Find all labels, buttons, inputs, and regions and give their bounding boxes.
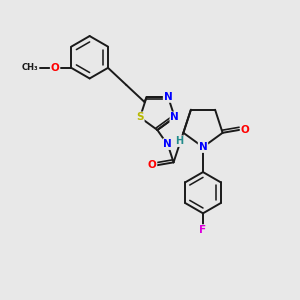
- Text: F: F: [200, 225, 207, 235]
- Text: N: N: [164, 92, 172, 102]
- Text: N: N: [199, 142, 207, 152]
- Text: N: N: [170, 112, 179, 122]
- Text: S: S: [136, 112, 144, 122]
- Text: H: H: [175, 136, 183, 146]
- Text: N: N: [163, 139, 172, 149]
- Text: O: O: [51, 63, 59, 73]
- Text: CH₃: CH₃: [22, 63, 38, 72]
- Text: O: O: [241, 125, 249, 135]
- Text: O: O: [148, 160, 156, 170]
